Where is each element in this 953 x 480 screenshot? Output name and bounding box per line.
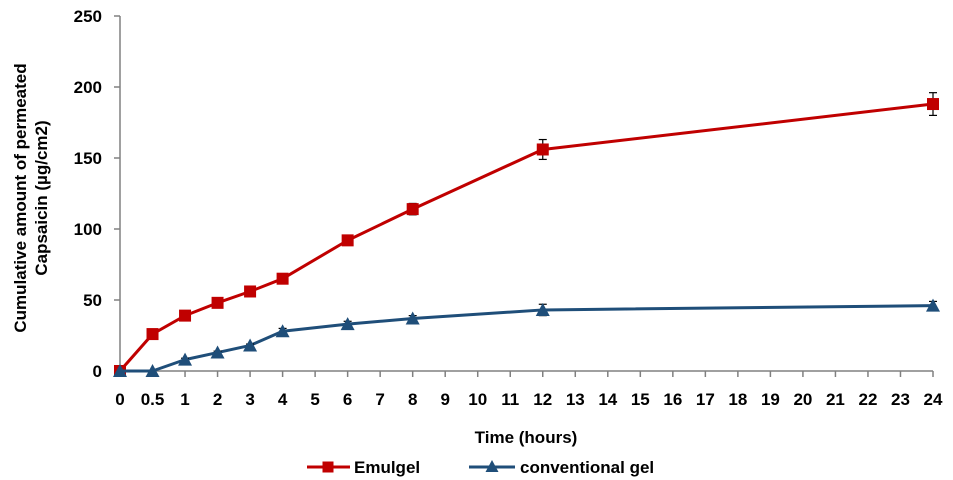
legend: Emulgel conventional gel <box>307 458 654 477</box>
y-tick-label: 0 <box>93 362 102 381</box>
data-point-conventional-gel <box>405 311 420 325</box>
data-point-emulgel <box>179 309 192 322</box>
x-tick-label: 22 <box>858 390 877 409</box>
x-tick-label: 0.5 <box>141 390 165 409</box>
x-tick-label: 20 <box>793 390 812 409</box>
x-tick-label: 10 <box>468 390 487 409</box>
x-ticks: 0 0.5 1 2 3 4 5 6 7 8 9 10 11 12 13 14 15 16 17 18 19 20 21 22 2… <box>115 371 943 409</box>
y-tick-label: 150 <box>74 149 102 168</box>
data-point-conventional-gel <box>178 352 193 366</box>
y-tick-label: 200 <box>74 78 102 97</box>
data-point-emulgel <box>276 272 289 285</box>
x-tick-label: 9 <box>440 390 449 409</box>
data-point-emulgel <box>244 285 257 298</box>
data-point-emulgel <box>536 143 549 156</box>
data-point-emulgel <box>211 296 224 309</box>
data-point-conventional-gel <box>210 345 225 359</box>
y-axis-title: Cumulative amount of permeated Capsaicin… <box>11 63 51 332</box>
x-tick-label: 1 <box>180 390 189 409</box>
series-line-emulgel <box>118 102 934 372</box>
legend-item-emulgel: Emulgel <box>307 458 420 477</box>
data-point-conventional-gel <box>113 364 127 377</box>
x-tick-label: 12 <box>533 390 552 409</box>
legend-emulgel-label: Emulgel <box>354 458 420 477</box>
series <box>113 92 940 377</box>
legend-item-conventional-gel: conventional gel <box>469 458 654 477</box>
legend-emulgel-marker <box>322 461 334 473</box>
x-tick-label: 19 <box>761 390 780 409</box>
x-tick-label: 23 <box>891 390 910 409</box>
x-tick-label: 15 <box>631 390 650 409</box>
x-tick-label: 16 <box>663 390 682 409</box>
x-tick-label: 17 <box>696 390 715 409</box>
data-point-emulgel <box>341 234 354 247</box>
y-tick-label: 50 <box>83 291 102 310</box>
x-tick-label: 24 <box>924 390 943 409</box>
x-axis-title: Time (hours) <box>475 428 578 447</box>
x-tick-label: 14 <box>598 390 617 409</box>
x-tick-label: 3 <box>245 390 254 409</box>
x-tick-label: 18 <box>728 390 747 409</box>
x-tick-label: 4 <box>278 390 288 409</box>
axes <box>119 16 933 372</box>
data-point-emulgel <box>146 328 159 341</box>
x-tick-label: 2 <box>213 390 222 409</box>
y-axis-title-line1: Cumulative amount of permeated <box>11 63 30 332</box>
x-tick-label: 6 <box>343 390 352 409</box>
x-tick-label: 5 <box>310 390 319 409</box>
series-conventional-gel <box>113 298 940 377</box>
data-point-conventional-gel <box>145 364 160 377</box>
x-tick-label: 0 <box>115 390 124 409</box>
series-emulgel <box>114 92 939 377</box>
x-tick-label: 8 <box>408 390 417 409</box>
x-tick-label: 11 <box>501 390 519 409</box>
y-axis-title-line2: Capsaicin (µg/cm2) <box>32 120 51 275</box>
data-point-emulgel <box>406 203 419 216</box>
x-tick-label: 7 <box>375 390 384 409</box>
data-point-conventional-gel <box>340 317 355 331</box>
legend-conventional-gel-marker <box>485 460 499 472</box>
legend-conventional-gel-label: conventional gel <box>520 458 654 477</box>
data-point-emulgel <box>927 98 939 111</box>
y-tick-label: 100 <box>74 220 102 239</box>
data-point-conventional-gel <box>243 338 258 352</box>
y-ticks: 0 50 100 150 200 250 <box>74 7 120 381</box>
series-line-conventional-gel <box>120 304 934 373</box>
x-tick-label: 13 <box>566 390 585 409</box>
data-point-conventional-gel <box>926 298 940 312</box>
x-tick-label: 21 <box>826 390 845 409</box>
data-point-conventional-gel <box>535 302 550 316</box>
data-point-conventional-gel <box>275 324 290 338</box>
y-tick-label: 250 <box>74 7 102 26</box>
